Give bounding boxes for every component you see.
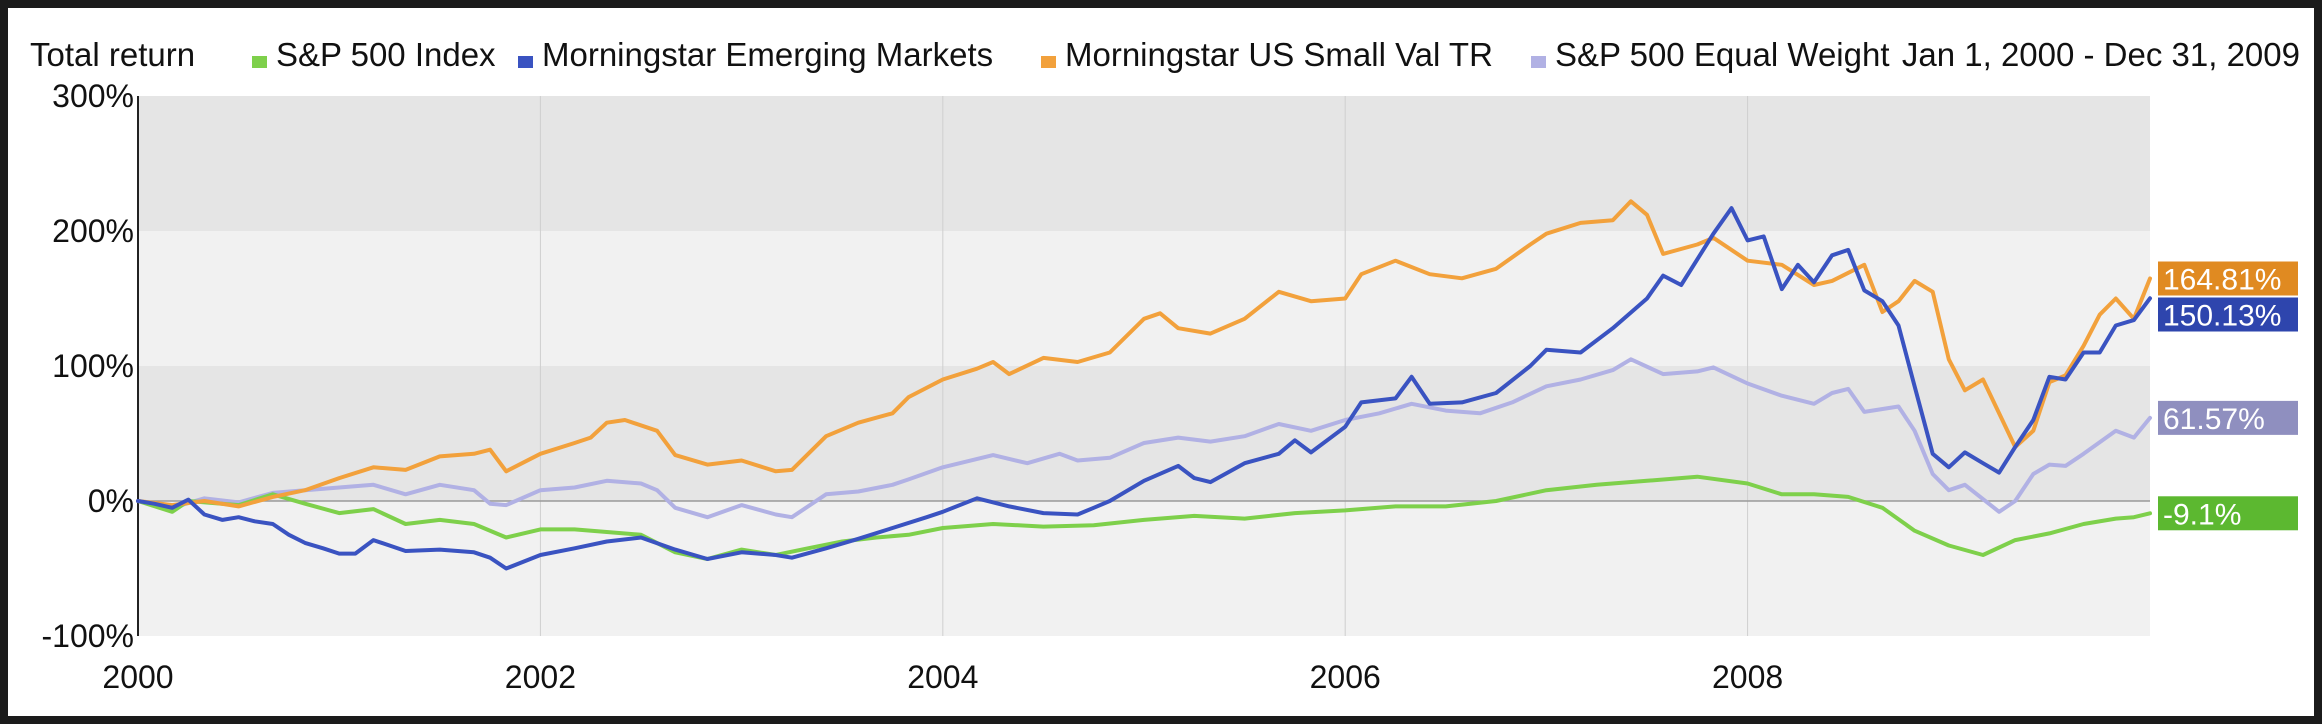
- y-tick-label: 300%: [52, 78, 134, 114]
- plot-band: [138, 96, 2150, 231]
- legend-swatch-equal-weight: [1531, 56, 1546, 68]
- x-tick-label: 2008: [1712, 659, 1783, 695]
- end-label-value: 164.81%: [2163, 264, 2281, 297]
- legend-label-emerging-markets: Morningstar Emerging Markets: [542, 36, 993, 73]
- series-lines: [136, 199, 2152, 571]
- x-axis-tick-labels: 2000 2002 2004 2006 2008: [102, 659, 1783, 695]
- x-tick-label: 2000: [102, 659, 173, 695]
- series-line-1: [136, 206, 2152, 571]
- end-label-box: [2158, 400, 2298, 435]
- y-axis-tick-labels: -100% 0% 100% 200% 300%: [42, 78, 135, 654]
- series-line-3: [136, 357, 2152, 520]
- end-label-box: [2158, 496, 2298, 531]
- legend: Total return S&P 500 Index Morningstar E…: [30, 36, 2300, 73]
- date-range-label: Jan 1, 2000 - Dec 31, 2009: [1902, 36, 2300, 73]
- legend-label-equal-weight: S&P 500 Equal Weight: [1555, 36, 1890, 73]
- end-label-value: -9.1%: [2163, 498, 2241, 531]
- plot-band: [138, 231, 2150, 366]
- legend-label-small-value: Morningstar US Small Val TR: [1065, 36, 1493, 73]
- total-return-chart: -100% 0% 100% 200% 300% 2000 2002 2004 2006 2008…: [30, 36, 2300, 695]
- plot-band: [138, 366, 2150, 501]
- legend-swatch-sp500: [252, 56, 267, 68]
- chart-frame: -100% 0% 100% 200% 300% 2000 2002 2004 2006 2008…: [8, 8, 2314, 716]
- y-tick-label: 100%: [52, 348, 134, 384]
- end-label-value: 61.57%: [2163, 403, 2265, 436]
- y-tick-label: 0%: [88, 483, 134, 519]
- series-line-0: [136, 474, 2152, 561]
- legend-swatch-small-value: [1041, 56, 1056, 68]
- x-tick-label: 2002: [505, 659, 576, 695]
- y-tick-label: 200%: [52, 213, 134, 249]
- end-label-box: [2158, 261, 2298, 296]
- end-label-box: [2158, 297, 2298, 332]
- end-label-value: 150.13%: [2163, 300, 2281, 333]
- series-line-2: [136, 199, 2152, 509]
- y-tick-label: -100%: [42, 618, 135, 654]
- x-tick-label: 2006: [1310, 659, 1381, 695]
- series-end-labels: 164.81%150.13% 61.57% -9.1%: [2158, 261, 2298, 531]
- plot-background-bands: [138, 96, 2150, 636]
- x-tick-label: 2004: [907, 659, 978, 695]
- chart-title: Total return: [30, 36, 195, 73]
- legend-swatch-emerging-markets: [518, 56, 533, 68]
- vertical-gridlines: [137, 96, 1749, 636]
- legend-label-sp500: S&P 500 Index: [276, 36, 496, 73]
